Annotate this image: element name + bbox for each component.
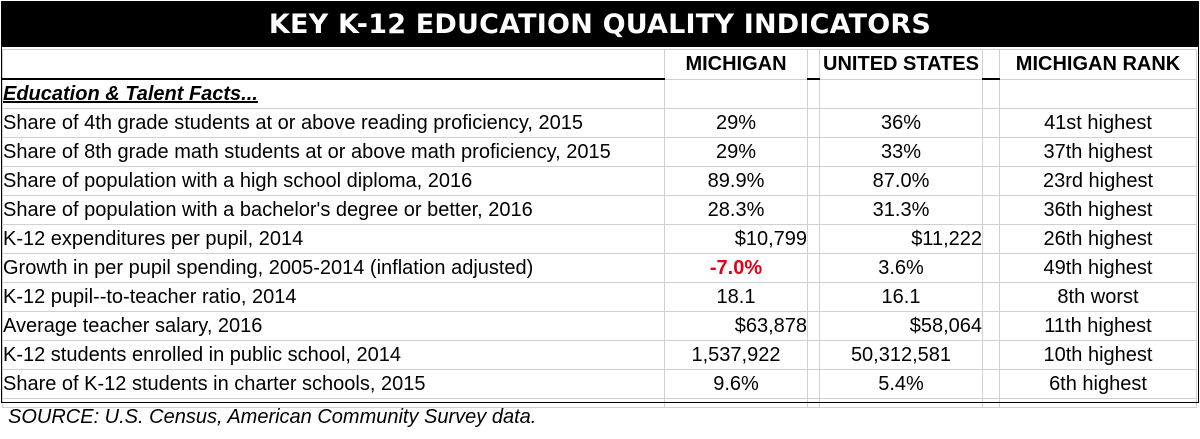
table-row: Share of population with a high school d…: [2, 166, 1197, 196]
empty-row: [2, 398, 1197, 408]
empty-cell: [807, 78, 820, 109]
table-row: Share of 8th grade math students at or a…: [2, 137, 1197, 167]
spacer-cell: [982, 166, 1000, 196]
spacer-cell: [982, 253, 1000, 283]
spacer-cell: [982, 340, 1000, 370]
spacer-cell: [807, 224, 820, 254]
spacer-cell: [982, 369, 1000, 399]
source-note: SOURCE: U.S. Census, American Community …: [8, 406, 537, 428]
empty-cell: [664, 398, 808, 408]
column-header-us: UNITED STATES: [819, 49, 983, 80]
section-label: Education & Talent Facts...: [2, 78, 665, 109]
row-label: K-12 students enrolled in public school,…: [2, 340, 665, 370]
us-value: 33%: [819, 137, 983, 167]
empty-cell: [819, 78, 983, 109]
table-row: K-12 students enrolled in public school,…: [2, 340, 1197, 370]
header-spacer: [807, 49, 820, 80]
michigan-value: 9.6%: [664, 369, 808, 399]
table-row: Share of 4th grade students at or above …: [2, 108, 1197, 138]
spacer-cell: [807, 137, 820, 167]
table-row: Growth in per pupil spending, 2005-2014 …: [2, 253, 1197, 283]
michigan-rank: 26th highest: [999, 224, 1197, 254]
michigan-rank: 6th highest: [999, 369, 1197, 399]
spacer-cell: [982, 311, 1000, 341]
michigan-rank: 11th highest: [999, 311, 1197, 341]
row-label: Share of population with a bachelor's de…: [2, 195, 665, 225]
spacer-cell: [807, 369, 820, 399]
michigan-rank: 49th highest: [999, 253, 1197, 283]
section-row: Education & Talent Facts...: [2, 78, 1197, 109]
us-value: 3.6%: [819, 253, 983, 283]
empty-cell: [999, 398, 1197, 408]
table-row: K-12 pupil--to-teacher ratio, 2014 18.1 16…: [2, 282, 1197, 312]
empty-cell: [807, 398, 820, 408]
row-label: Average teacher salary, 2016: [2, 311, 665, 341]
spacer-cell: [807, 166, 820, 196]
header-blank: [2, 49, 665, 80]
spacer-cell: [982, 108, 1000, 138]
spacer-cell: [807, 195, 820, 225]
us-value: 5.4%: [819, 369, 983, 399]
us-value: 36%: [819, 108, 983, 138]
empty-cell: [982, 78, 1000, 109]
row-label: Share of K-12 students in charter school…: [2, 369, 665, 399]
us-value: 50,312,581: [819, 340, 983, 370]
michigan-value: 29%: [664, 108, 808, 138]
row-label: Share of 8th grade math students at or a…: [2, 137, 665, 167]
michigan-value: $63,878: [664, 311, 808, 341]
table-row: K-12 expenditures per pupil, 2014 $10,799…: [2, 224, 1197, 254]
empty-cell: [982, 398, 1000, 408]
table-title: KEY K-12 EDUCATION QUALITY INDICATORS: [2, 2, 1198, 47]
michigan-value: 1,537,922: [664, 340, 808, 370]
us-value: 16.1: [819, 282, 983, 312]
row-label: K-12 pupil--to-teacher ratio, 2014: [2, 282, 665, 312]
spacer-cell: [982, 195, 1000, 225]
michigan-value: 89.9%: [664, 166, 808, 196]
us-value: 31.3%: [819, 195, 983, 225]
table-row: Share of K-12 students in charter school…: [2, 369, 1197, 399]
michigan-rank: 23rd highest: [999, 166, 1197, 196]
header-row: MICHIGAN UNITED STATES MICHIGAN RANK: [2, 49, 1197, 80]
row-label: Growth in per pupil spending, 2005-2014 …: [2, 253, 665, 283]
spacer-cell: [807, 340, 820, 370]
michigan-rank: 37th highest: [999, 137, 1197, 167]
spacer-cell: [982, 282, 1000, 312]
table-row: Average teacher salary, 2016 $63,878 $58,0…: [2, 311, 1197, 341]
spacer-cell: [982, 224, 1000, 254]
spacer-cell: [807, 282, 820, 312]
spacer-cell: [982, 137, 1000, 167]
row-label: Share of population with a high school d…: [2, 166, 665, 196]
table-row: Share of population with a bachelor's de…: [2, 195, 1197, 225]
empty-cell: [819, 398, 983, 408]
michigan-rank: 41st highest: [999, 108, 1197, 138]
spacer-cell: [807, 311, 820, 341]
indicators-table: MICHIGAN UNITED STATES MICHIGAN RANK Edu…: [2, 49, 1197, 408]
spacer-cell: [807, 108, 820, 138]
empty-cell: [664, 78, 808, 109]
header-spacer: [982, 49, 1000, 80]
us-value: $58,064: [819, 311, 983, 341]
michigan-value: $10,799: [664, 224, 808, 254]
spacer-cell: [807, 253, 820, 283]
michigan-value: 29%: [664, 137, 808, 167]
michigan-value: -7.0%: [664, 253, 808, 283]
michigan-rank: 36th highest: [999, 195, 1197, 225]
us-value: 87.0%: [819, 166, 983, 196]
column-header-michigan: MICHIGAN: [664, 49, 808, 80]
michigan-value: 28.3%: [664, 195, 808, 225]
row-label: K-12 expenditures per pupil, 2014: [2, 224, 665, 254]
michigan-rank: 10th highest: [999, 340, 1197, 370]
empty-cell: [999, 78, 1197, 109]
column-header-rank: MICHIGAN RANK: [999, 49, 1197, 80]
michigan-rank: 8th worst: [999, 282, 1197, 312]
michigan-value: 18.1: [664, 282, 808, 312]
us-value: $11,222: [819, 224, 983, 254]
row-label: Share of 4th grade students at or above …: [2, 108, 665, 138]
